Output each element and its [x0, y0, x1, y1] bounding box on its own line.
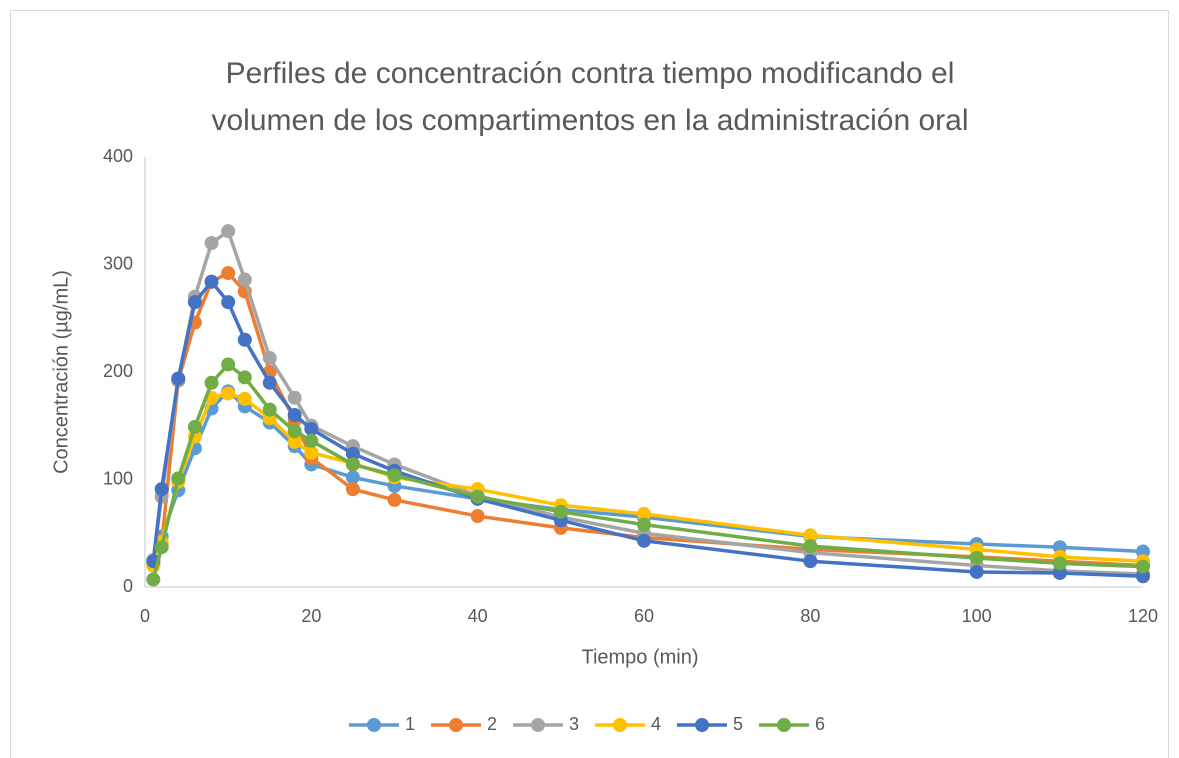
data-point: [1136, 559, 1150, 574]
x-axis-label: Tiempo (min): [581, 646, 698, 668]
x-tick-label: 100: [962, 606, 992, 626]
data-point: [1052, 556, 1067, 571]
data-point: [287, 424, 302, 439]
data-point: [969, 550, 984, 565]
x-tick-label: 60: [634, 606, 654, 626]
x-tick-label: 0: [140, 606, 150, 626]
chart-title: Perfiles de concentración contra tiempo …: [226, 57, 955, 90]
data-point: [637, 533, 651, 548]
data-point: [262, 402, 277, 417]
data-point: [304, 433, 319, 448]
data-point: [187, 295, 202, 310]
x-tick-label: 80: [800, 606, 820, 626]
y-axis-label: Concentración (µg/mL): [50, 270, 72, 474]
x-tick-label: 20: [301, 606, 321, 626]
data-point: [287, 390, 302, 405]
legend-marker: [367, 718, 381, 732]
data-point: [304, 421, 319, 436]
data-point: [345, 446, 360, 461]
x-tick-label: 120: [1128, 606, 1158, 626]
data-point: [237, 391, 252, 406]
legend-label: 2: [487, 714, 497, 734]
data-point: [154, 540, 169, 555]
data-point: [345, 470, 360, 485]
data-point: [287, 434, 302, 449]
data-point: [637, 517, 651, 532]
data-point: [1136, 544, 1150, 559]
data-point: [237, 272, 252, 287]
data-point: [204, 375, 219, 390]
chart-frame: [10, 10, 1169, 758]
legend-label: 4: [651, 714, 661, 734]
data-point: [387, 492, 402, 507]
data-point: [221, 295, 236, 310]
y-tick-label: 300: [103, 253, 133, 273]
data-point: [969, 564, 984, 579]
data-point: [553, 504, 568, 519]
data-point: [221, 266, 236, 281]
data-point: [1052, 540, 1067, 555]
data-point: [146, 572, 161, 587]
data-point: [171, 471, 186, 486]
legend-marker: [531, 718, 545, 732]
data-point: [221, 386, 236, 401]
y-tick-label: 0: [123, 576, 133, 596]
legend-marker: [613, 718, 627, 732]
y-tick-label: 400: [103, 146, 133, 166]
data-point: [1136, 569, 1150, 584]
data-point: [803, 528, 818, 543]
x-tick-label: 40: [468, 606, 488, 626]
legend-label: 6: [815, 714, 825, 734]
data-point: [803, 554, 818, 569]
data-point: [262, 351, 277, 366]
data-point: [204, 274, 219, 289]
legend-marker: [449, 718, 463, 732]
y-tick-label: 200: [103, 361, 133, 381]
legend-marker: [695, 718, 709, 732]
data-point: [470, 489, 485, 504]
data-point: [287, 408, 302, 422]
data-point: [262, 375, 277, 390]
data-point: [803, 539, 818, 554]
legend-label: 5: [733, 714, 743, 734]
chart-title: volumen de los compartimentos en la admi…: [211, 104, 968, 137]
data-point: [204, 236, 219, 250]
data-point: [1052, 566, 1067, 581]
legend-marker: [777, 718, 791, 732]
data-point: [345, 457, 360, 472]
data-point: [237, 370, 252, 385]
y-tick-label: 100: [103, 468, 133, 488]
data-point: [304, 445, 319, 460]
data-point: [237, 332, 252, 347]
data-point: [387, 468, 402, 483]
data-point: [470, 509, 485, 524]
data-point: [187, 419, 202, 434]
data-point: [154, 482, 169, 497]
legend-label: 3: [569, 714, 579, 734]
data-point: [221, 224, 236, 239]
data-point: [637, 506, 651, 521]
data-point: [221, 357, 236, 372]
legend-label: 1: [405, 714, 415, 734]
data-point: [171, 371, 186, 386]
data-point: [345, 482, 360, 497]
